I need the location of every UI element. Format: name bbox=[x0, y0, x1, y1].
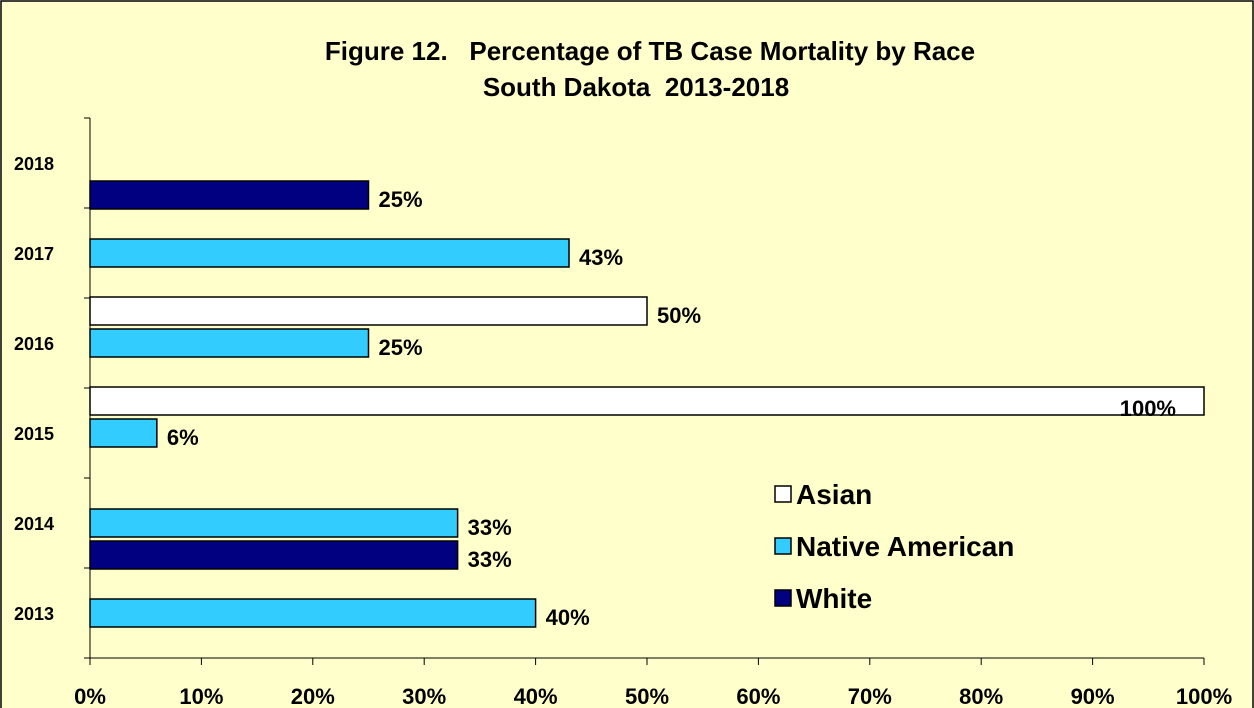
bar bbox=[89, 418, 158, 448]
x-tick-label: 20% bbox=[291, 684, 335, 708]
x-tick-label: 60% bbox=[736, 684, 780, 708]
data-label: 100% bbox=[1120, 396, 1176, 421]
x-tick-label: 70% bbox=[848, 684, 892, 708]
y-tick-label: 2015 bbox=[14, 424, 54, 444]
y-tick-label: 2016 bbox=[14, 334, 54, 354]
data-label: 25% bbox=[379, 335, 423, 360]
x-tick-label: 40% bbox=[514, 684, 558, 708]
y-tick-label: 2014 bbox=[14, 514, 54, 534]
y-tick-label: 2018 bbox=[14, 154, 54, 174]
data-label: 33% bbox=[468, 515, 512, 540]
legend-label: Native American bbox=[796, 531, 1014, 562]
legend-swatch bbox=[774, 485, 792, 503]
legend-swatch bbox=[774, 589, 792, 607]
legend-label: White bbox=[796, 583, 872, 614]
chart-subtitle: South Dakota 2013-2018 bbox=[483, 72, 789, 102]
data-label: 50% bbox=[657, 303, 701, 328]
x-tick-label: 0% bbox=[74, 684, 106, 708]
bar bbox=[89, 508, 459, 538]
data-label: 40% bbox=[546, 605, 590, 630]
bar bbox=[89, 238, 570, 268]
y-tick-label: 2017 bbox=[14, 244, 54, 264]
x-tick-label: 30% bbox=[402, 684, 446, 708]
data-label: 43% bbox=[579, 245, 623, 270]
x-tick-label: 100% bbox=[1176, 684, 1232, 708]
data-label: 6% bbox=[167, 425, 199, 450]
x-tick-label: 80% bbox=[959, 684, 1003, 708]
x-tick-label: 10% bbox=[179, 684, 223, 708]
legend-swatch bbox=[774, 537, 792, 555]
bar bbox=[89, 328, 370, 358]
bar bbox=[89, 598, 537, 628]
bar bbox=[89, 386, 1205, 416]
y-tick-label: 2013 bbox=[14, 604, 54, 624]
x-tick-label: 50% bbox=[625, 684, 669, 708]
data-label: 25% bbox=[379, 187, 423, 212]
bar bbox=[89, 180, 370, 210]
x-tick-label: 90% bbox=[1071, 684, 1115, 708]
data-label: 33% bbox=[468, 547, 512, 572]
chart-title: Figure 12. Percentage of TB Case Mortali… bbox=[325, 36, 975, 66]
bar bbox=[89, 540, 459, 570]
bar bbox=[89, 296, 648, 326]
legend-label: Asian bbox=[796, 479, 872, 510]
